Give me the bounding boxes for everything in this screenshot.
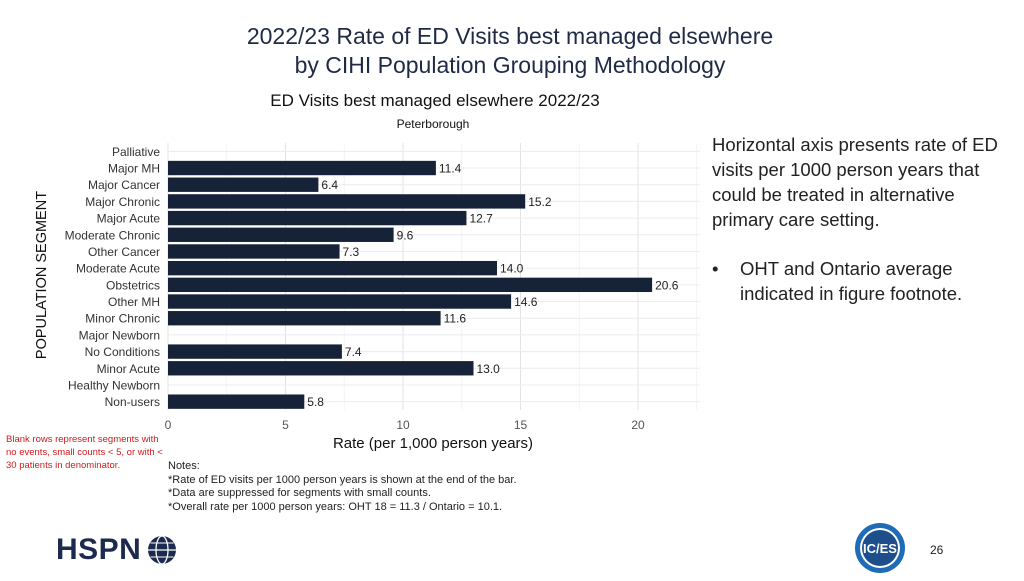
bar-value-label: 11.6: [444, 312, 467, 326]
bar-value-label: 5.8: [307, 395, 324, 409]
bar: [168, 210, 467, 226]
bullet-symbol: •: [712, 258, 719, 279]
chart-grid: [167, 143, 700, 410]
bullet-text: OHT and Ontario average indicated in fig…: [740, 258, 963, 304]
ices-logo-text: IC/ES: [863, 541, 897, 556]
y-tick-label: Other Cancer: [88, 245, 160, 259]
page-number: 26: [930, 543, 944, 557]
y-tick-label: Non-users: [105, 395, 160, 409]
note-line: *Data are suppressed for segments with s…: [168, 487, 431, 499]
y-tick-label: Palliative: [112, 145, 160, 159]
y-axis-label: POPULATION SEGMENT: [34, 191, 50, 359]
y-tick-label: Moderate Chronic: [65, 228, 160, 242]
y-axis-labels: Palliative Major MH Major Cancer Major Chro…: [65, 145, 161, 409]
bar: [168, 160, 436, 176]
explanation-text: Horizontal axis presents rate of ED visi…: [712, 132, 1017, 306]
chart-notes: Notes: *Rate of ED visits per 1000 perso…: [168, 460, 688, 514]
note-line: *Overall rate per 1000 person years: OHT…: [168, 500, 503, 513]
bar: [168, 394, 305, 409]
bar-value-label: 15.2: [528, 195, 552, 209]
bar: [168, 344, 342, 359]
bar: [168, 227, 394, 242]
bar: [168, 177, 319, 192]
chart-bars: 11.4 6.4 15.2 12.7 9.6 7.3 14.0 20.6 14.6 11.6 7.4…: [168, 160, 679, 409]
chart-subtitle: Peterborough: [397, 117, 470, 131]
bar-value-label: 14.0: [500, 262, 524, 276]
globe-icon: [148, 535, 177, 565]
bar: [168, 277, 653, 293]
bar-value-label: 7.4: [345, 345, 362, 359]
chart-title: ED Visits best managed elsewhere 2022/23: [270, 91, 600, 110]
slide-title: 2022/23 Rate of ED Visits best managed e…: [130, 22, 890, 80]
bar: [168, 294, 512, 309]
explanation-paragraph: Horizontal axis presents rate of ED visi…: [712, 134, 998, 230]
bar-value-label: 13.0: [477, 362, 501, 376]
notes-heading: Notes:: [168, 460, 200, 472]
x-axis-ticks: 0 5 10 15 20: [165, 418, 645, 432]
bar-value-label: 14.6: [514, 295, 538, 309]
note-line: *Rate of ED visits per 1000 person years…: [168, 473, 517, 486]
bar-value-label: 11.4: [439, 162, 462, 176]
y-tick-label: Moderate Acute: [76, 262, 160, 276]
x-tick-label: 15: [514, 418, 528, 432]
y-tick-label: Minor Acute: [97, 362, 161, 376]
y-tick-label: Minor Chronic: [85, 312, 160, 326]
x-axis-label: Rate (per 1,000 person years): [333, 435, 533, 452]
bar-value-label: 9.6: [397, 228, 414, 242]
y-tick-label: Other MH: [108, 295, 160, 309]
y-tick-label: No Conditions: [85, 345, 160, 359]
bar: [168, 311, 441, 326]
y-tick-label: Major Chronic: [85, 195, 160, 209]
hspn-logo: HSPN: [56, 532, 177, 568]
y-tick-label: Major Newborn: [79, 328, 160, 342]
bar-value-label: 20.6: [655, 278, 679, 292]
y-tick-label: Major MH: [108, 162, 160, 176]
ices-logo: IC/ES: [855, 523, 905, 573]
slide-title-line2: by CIHI Population Grouping Methodology: [294, 52, 726, 78]
bar: [168, 260, 497, 276]
y-tick-label: Major Cancer: [88, 178, 160, 192]
hspn-logo-text: HSPN: [56, 533, 142, 566]
x-tick-label: 10: [396, 418, 410, 432]
bar-value-label: 12.7: [469, 212, 493, 226]
blank-rows-note: Blank rows represent segments with no ev…: [6, 434, 163, 471]
explanation-bullet: • OHT and Ontario average indicated in f…: [712, 256, 1017, 306]
y-tick-label: Healthy Newborn: [68, 378, 160, 392]
slide-title-line1: 2022/23 Rate of ED Visits best managed e…: [246, 23, 774, 49]
y-tick-label: Obstetrics: [106, 278, 160, 292]
bar: [168, 244, 340, 259]
y-tick-label: Major Acute: [97, 212, 161, 226]
x-tick-label: 0: [165, 418, 172, 432]
bar-value-label: 6.4: [321, 178, 338, 192]
x-tick-label: 20: [631, 418, 645, 432]
bar-value-label: 7.3: [343, 245, 360, 259]
x-tick-label: 5: [282, 418, 289, 432]
bar: [168, 194, 526, 209]
bar: [168, 361, 474, 376]
